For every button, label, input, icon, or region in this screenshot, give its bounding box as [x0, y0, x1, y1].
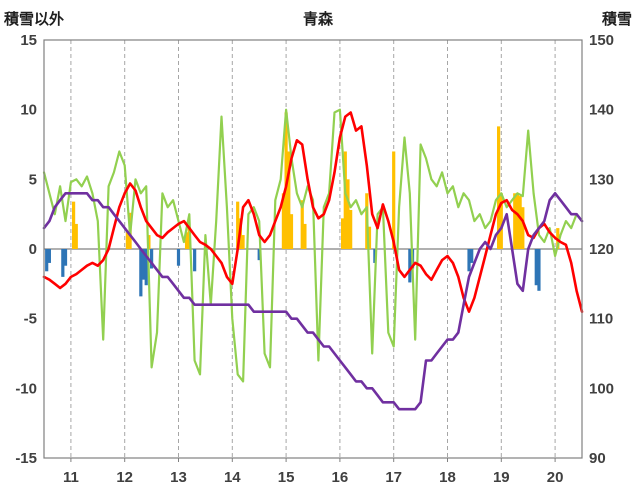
chart-title: 青森: [302, 11, 333, 28]
right-axis-tick: 140: [589, 102, 614, 119]
x-axis-tick: 16: [332, 469, 349, 486]
left-axis-tick: -5: [24, 311, 37, 328]
x-axis-tick: 15: [278, 469, 295, 486]
right-axis-tick: 150: [589, 32, 614, 49]
right-axis-tick: 120: [589, 241, 614, 258]
left-axis-tick: 0: [29, 241, 37, 258]
right-axis-tick: 130: [589, 171, 614, 188]
x-axis-tick: 18: [439, 469, 456, 486]
x-axis-tick: 11: [63, 469, 79, 486]
left-axis-tick: 10: [20, 102, 37, 119]
x-axis-tick: 19: [493, 469, 510, 486]
left-axis-tick: -15: [15, 450, 37, 467]
blue-bars: [45, 249, 541, 297]
right-axis-title: 積雪: [601, 11, 632, 28]
axis-tick-labels: 15 10 5 0 -5 -10 -15 150 140 130 120 110 100 90 11 12 13…: [15, 32, 614, 486]
x-axis-tick: 14: [224, 469, 241, 486]
orange-bars: [71, 112, 560, 249]
red-line: [42, 111, 584, 314]
plot-border: [43, 39, 583, 459]
purple-line: [42, 192, 584, 411]
left-axis-tick: -10: [15, 380, 37, 397]
right-axis-tick: 90: [589, 450, 606, 467]
right-axis-tick: 100: [589, 380, 614, 397]
x-axis-tick: 12: [116, 469, 133, 486]
right-axis-tick: 110: [589, 311, 613, 328]
x-axis-tick: 20: [547, 469, 564, 486]
green-line: [42, 108, 584, 383]
left-axis-tick: 5: [29, 171, 37, 188]
x-axis-tick: 17: [385, 469, 402, 486]
left-axis-title: 積雪以外: [4, 11, 65, 28]
x-axis-tick: 13: [170, 469, 187, 486]
left-axis-tick: 15: [20, 32, 37, 49]
